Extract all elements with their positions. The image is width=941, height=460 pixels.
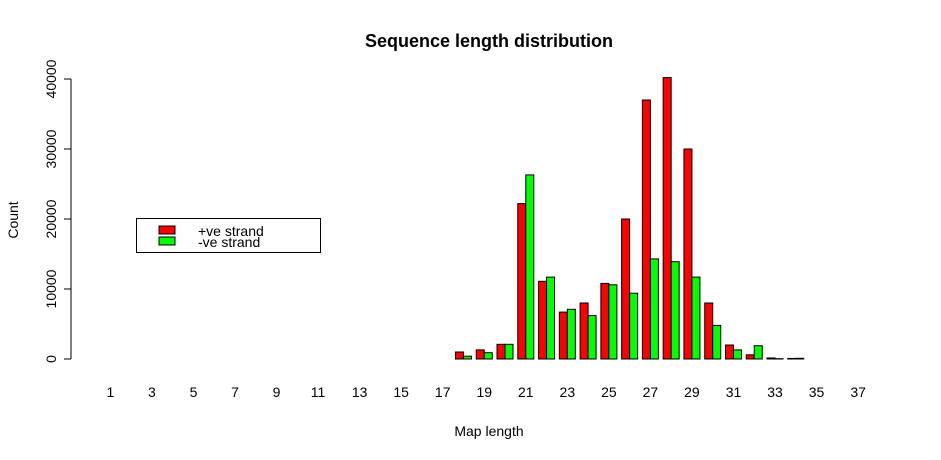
bar-minus-28 <box>670 261 680 360</box>
bar-minus-31 <box>732 349 742 360</box>
legend-swatch-plus <box>158 225 176 235</box>
bar-plus-20 <box>496 343 506 360</box>
y-tick-label: 10000 <box>43 269 59 308</box>
x-tick-label: 5 <box>190 384 198 400</box>
bar-minus-22 <box>546 276 556 360</box>
x-tick-label: 7 <box>231 384 239 400</box>
y-axis-label: Count <box>5 201 21 238</box>
bar-minus-32 <box>753 345 763 360</box>
bar-plus-24 <box>579 302 589 360</box>
chart-title: Sequence length distribution <box>365 31 613 51</box>
bar-plus-28 <box>662 77 672 360</box>
bar-minus-24 <box>587 315 597 360</box>
bar-plus-27 <box>641 99 651 360</box>
bar-plus-26 <box>621 218 631 360</box>
x-tick-label: 11 <box>311 384 326 400</box>
bar-minus-25 <box>608 284 618 360</box>
bar-plus-21 <box>517 203 527 360</box>
x-tick-label: 37 <box>850 384 866 400</box>
x-tick-label: 31 <box>726 384 742 400</box>
x-tick-label: 3 <box>148 384 156 400</box>
x-tick-label: 1 <box>106 384 114 400</box>
legend-swatch-minus <box>158 236 176 246</box>
x-axis-label: Map length <box>454 423 523 439</box>
bar-plus-18 <box>454 351 464 360</box>
bar-plus-19 <box>475 349 485 360</box>
bar-minus-26 <box>629 292 639 360</box>
x-tick-label: 9 <box>273 384 281 400</box>
bar-minus-20 <box>504 343 514 360</box>
legend: +ve strand-ve strand <box>136 218 321 253</box>
bar-plus-23 <box>558 311 568 360</box>
bar-minus-27 <box>649 258 659 360</box>
legend-label-minus: -ve strand <box>198 234 260 250</box>
bar-plus-25 <box>600 282 610 360</box>
x-tick-label: 23 <box>560 384 576 400</box>
x-tick-label: 35 <box>809 384 825 400</box>
bar-plus-30 <box>704 302 714 360</box>
bars-group <box>454 77 805 360</box>
x-tick-label: 17 <box>435 384 451 400</box>
x-tick-label: 19 <box>476 384 492 400</box>
x-axis: 1 3 5 7 9 11 13 15 17 19 21 23 25 27 29 31 33 35 37 <box>106 384 866 400</box>
x-tick-label: 13 <box>352 384 368 400</box>
bar-plus-31 <box>724 344 734 360</box>
bar-plus-34 <box>787 357 797 360</box>
y-tick-label: 20000 <box>43 199 59 238</box>
bar-plus-29 <box>683 148 693 360</box>
x-tick-label: 27 <box>643 384 659 400</box>
legend-label-plus: +ve strand <box>198 223 264 239</box>
x-tick-label: 33 <box>767 384 783 400</box>
bar-minus-21 <box>525 174 535 360</box>
x-tick-label: 29 <box>684 384 700 400</box>
bar-minus-19 <box>483 352 493 360</box>
bar-minus-34 <box>795 357 805 360</box>
bar-minus-30 <box>712 324 722 360</box>
legend-box <box>136 218 321 253</box>
y-axis: 0 10000 20000 30000 40000 <box>43 59 72 363</box>
bar-minus-29 <box>691 276 701 360</box>
bar-minus-23 <box>566 308 576 360</box>
x-tick-label: 21 <box>518 384 534 400</box>
bar-plus-32 <box>745 354 755 360</box>
bar-plus-22 <box>538 280 548 360</box>
y-tick-label: 40000 <box>43 59 59 98</box>
x-tick-label: 15 <box>393 384 409 400</box>
bar-plus-33 <box>766 357 776 360</box>
bar-minus-18 <box>462 355 472 360</box>
y-tick-label: 30000 <box>43 129 59 168</box>
y-tick-label: 0 <box>43 355 59 363</box>
x-tick-label: 25 <box>601 384 617 400</box>
